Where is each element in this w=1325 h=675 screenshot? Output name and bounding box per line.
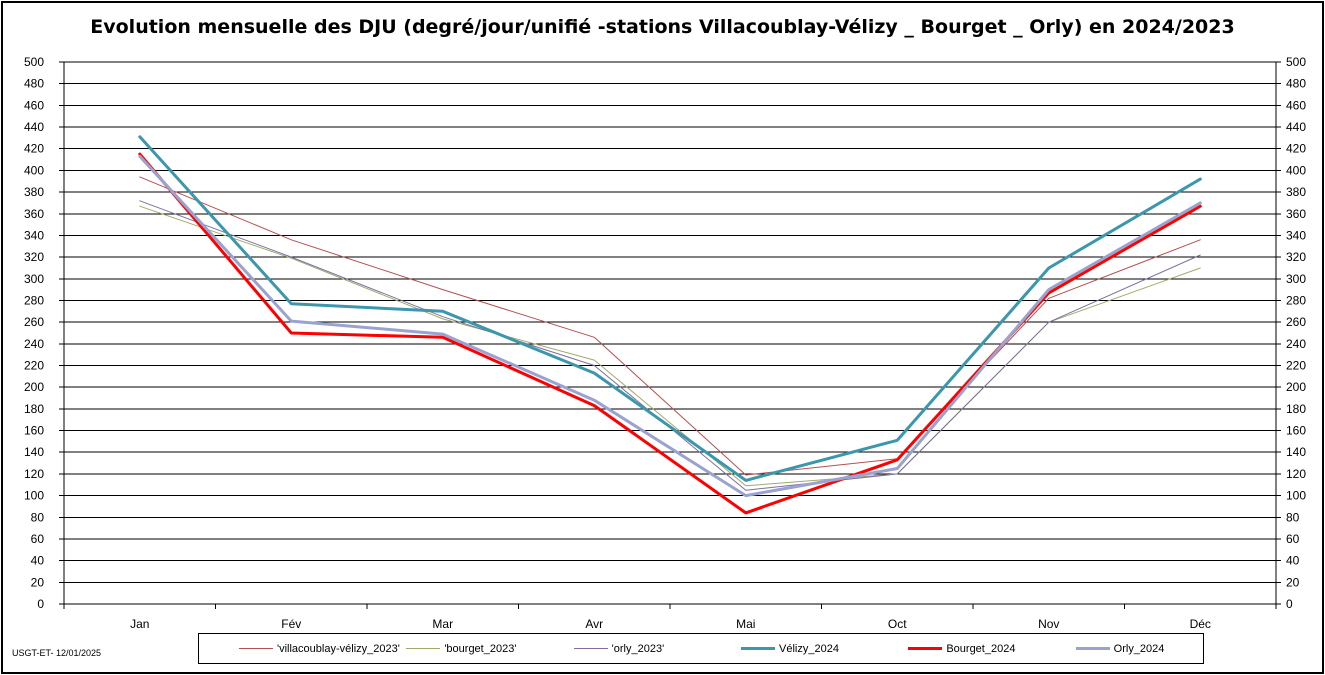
y-tick-label-right: 140 — [1286, 445, 1306, 459]
y-tick-label-right: 280 — [1286, 293, 1306, 307]
series-line-0 — [139, 176, 1201, 476]
y-tick-label-left: 400 — [24, 163, 44, 177]
y-tick-label-right: 460 — [1286, 98, 1306, 112]
y-tick-label-left: 380 — [24, 185, 44, 199]
y-tick-label-right: 120 — [1286, 467, 1306, 481]
y-tick-label-right: 300 — [1286, 272, 1306, 286]
legend-label: Vélizy_2024 — [779, 642, 839, 655]
series-layer — [138, 135, 1202, 515]
y-tick-label-right: 420 — [1286, 142, 1306, 156]
y-tick-label-right: 480 — [1286, 77, 1306, 91]
y-tick-label-left: 440 — [24, 120, 44, 134]
y-tick-label-left: 0 — [37, 597, 44, 611]
legend-label: Orly_2024 — [1113, 642, 1165, 655]
y-tick-label-right: 0 — [1286, 597, 1293, 611]
y-tick-label-right: 60 — [1286, 532, 1300, 546]
y-tick-label-right: 240 — [1286, 337, 1306, 351]
y-tick-label-right: 500 — [1286, 55, 1306, 69]
legend-label: 'villacoublay-vélizy_2023' — [277, 642, 400, 655]
chart-title: Evolution mensuelle des DJU (degré/jour/… — [90, 16, 1235, 38]
y-tick-label-right: 220 — [1286, 359, 1306, 373]
y-tick-label-left: 60 — [31, 532, 45, 546]
y-tick-label-right: 200 — [1286, 380, 1306, 394]
y-tick-label-right: 100 — [1286, 489, 1306, 503]
y-tick-label-right: 340 — [1286, 228, 1306, 242]
x-tick-label-Mai: Mai — [736, 617, 755, 631]
series-line-5 — [138, 154, 1202, 498]
y-tick-label-left: 320 — [24, 250, 44, 264]
y-tick-label-right: 20 — [1286, 575, 1300, 589]
legend: 'villacoublay-vélizy_2023' 'bourget_2023'… — [198, 633, 1204, 664]
legend-swatch — [573, 648, 608, 649]
y-tick-label-left: 160 — [24, 424, 44, 438]
y-tick-label-left: 500 — [24, 55, 44, 69]
legend-label: Bourget_2024 — [946, 642, 1016, 655]
x-tick-label-Déc: Déc — [1190, 617, 1211, 631]
y-tick-label-right: 360 — [1286, 207, 1306, 221]
y-tick-label-right: 260 — [1286, 315, 1306, 329]
series-line-1 — [139, 205, 1201, 487]
grid-layer — [64, 61, 1276, 605]
y-tick-label-left: 180 — [24, 402, 44, 416]
axis-layer: 0 0 20 20 40 40 60 60 80 80 100 100 120 120 140 140 160 1… — [24, 55, 1306, 631]
y-tick-label-right: 80 — [1286, 510, 1300, 524]
y-tick-label-left: 420 — [24, 142, 44, 156]
legend-swatch — [908, 647, 943, 650]
y-tick-label-left: 120 — [24, 467, 44, 481]
y-tick-label-left: 140 — [24, 445, 44, 459]
legend-swatch — [1075, 647, 1110, 650]
y-tick-label-left: 460 — [24, 98, 44, 112]
y-tick-label-right: 400 — [1286, 163, 1306, 177]
y-tick-label-right: 180 — [1286, 402, 1306, 416]
x-tick-label-Mar: Mar — [432, 617, 453, 631]
legend-item-0: 'villacoublay-vélizy_2023' — [239, 634, 400, 663]
y-tick-label-left: 80 — [31, 510, 45, 524]
y-tick-label-left: 480 — [24, 77, 44, 91]
series-line-3 — [138, 135, 1202, 482]
legend-swatch — [239, 648, 273, 649]
x-tick-label-Nov: Nov — [1038, 617, 1059, 631]
x-tick-label-Fév: Fév — [281, 617, 301, 631]
y-tick-label-left: 20 — [31, 575, 45, 589]
legend-swatch — [406, 648, 441, 649]
legend-swatch — [741, 647, 775, 650]
footer-note: USGT-ET- 12/01/2025 — [12, 648, 102, 658]
y-tick-label-right: 440 — [1286, 120, 1306, 134]
y-tick-label-left: 340 — [24, 228, 44, 242]
y-tick-label-right: 320 — [1286, 250, 1306, 264]
y-tick-label-right: 160 — [1286, 424, 1306, 438]
legend-item-3: Vélizy_2024 — [741, 634, 839, 663]
y-tick-label-right: 40 — [1286, 554, 1300, 568]
y-tick-label-left: 300 — [24, 272, 44, 286]
x-tick-label-Oct: Oct — [888, 617, 907, 631]
legend-item-5: Orly_2024 — [1075, 634, 1165, 663]
y-tick-label-left: 40 — [31, 554, 45, 568]
legend-label: 'orly_2023' — [611, 642, 665, 655]
series-line-4 — [138, 152, 1202, 515]
y-tick-label-right: 380 — [1286, 185, 1306, 199]
y-tick-label-left: 220 — [24, 359, 44, 373]
y-tick-label-left: 100 — [24, 489, 44, 503]
y-tick-label-left: 360 — [24, 207, 44, 221]
x-tick-label-Jan: Jan — [130, 617, 149, 631]
y-tick-label-left: 200 — [24, 380, 44, 394]
x-tick-label-Avr: Avr — [585, 617, 603, 631]
y-tick-label-left: 280 — [24, 293, 44, 307]
y-tick-label-left: 260 — [24, 315, 44, 329]
legend-item-4: Bourget_2024 — [908, 634, 1015, 663]
legend-item-2: 'orly_2023' — [573, 634, 665, 663]
legend-item-1: 'bourget_2023' — [406, 634, 516, 663]
y-tick-label-left: 240 — [24, 337, 44, 351]
legend-label: 'bourget_2023' — [444, 642, 517, 655]
